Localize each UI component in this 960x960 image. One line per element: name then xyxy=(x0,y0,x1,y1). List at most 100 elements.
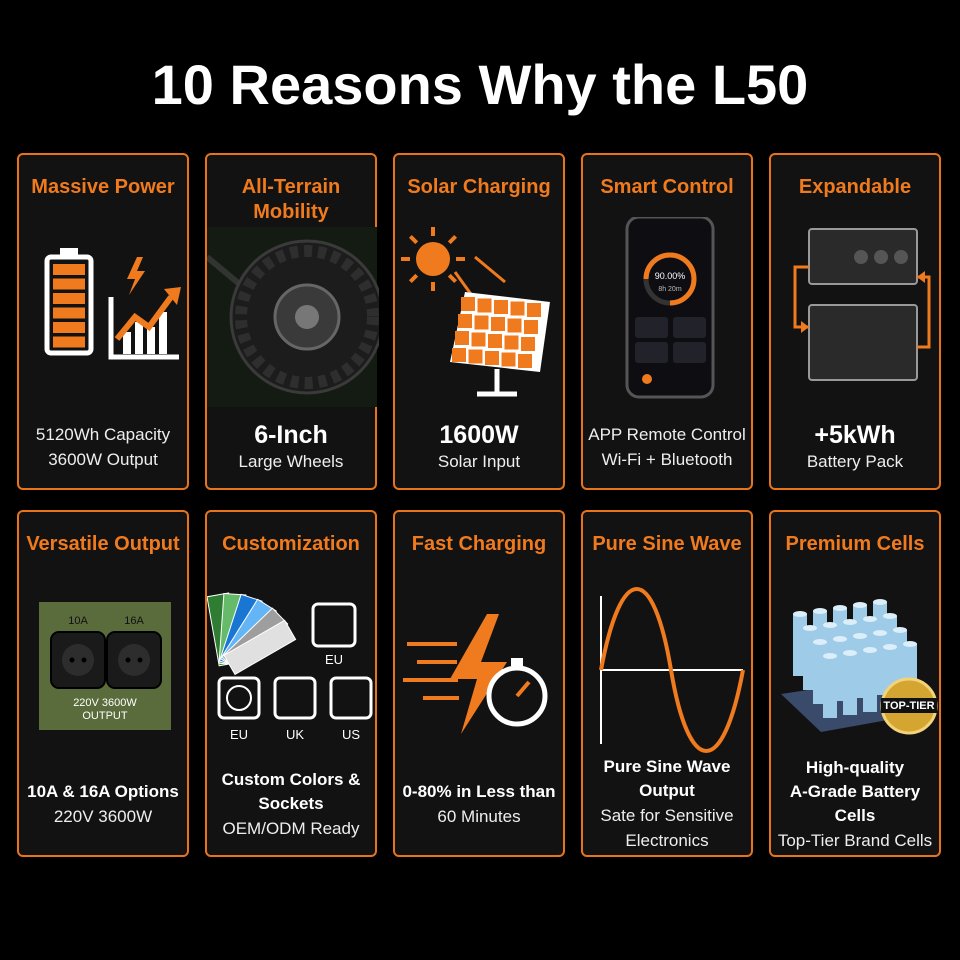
card-heading: All-Terrain Mobility xyxy=(241,176,341,223)
icon-shape xyxy=(813,639,827,645)
icon-shape xyxy=(53,264,85,275)
icon-shape xyxy=(853,602,867,608)
icon-label: TOP-TIER xyxy=(883,700,934,712)
icon-shape xyxy=(515,680,531,698)
icon-shape xyxy=(491,317,505,331)
card-heading: Solar Charging xyxy=(407,176,551,198)
icon-shape xyxy=(524,320,538,334)
title: 10 Reasons Why the L50 xyxy=(151,53,809,116)
icon-label: EU xyxy=(325,652,343,667)
icon-shape xyxy=(843,619,857,625)
icon-shape xyxy=(273,676,317,720)
icon-shape xyxy=(488,334,502,348)
icon-shape xyxy=(803,625,817,631)
icon-shape xyxy=(507,318,522,333)
icon-shape xyxy=(510,301,525,316)
icon-shape xyxy=(295,305,319,329)
icon-shape xyxy=(853,633,867,639)
card-line: 220V 3600W xyxy=(53,806,153,826)
icon-shape xyxy=(874,250,888,264)
card-icon: EU EU UK US xyxy=(207,592,373,742)
icon-shape xyxy=(873,630,887,636)
card-line: 1600W xyxy=(439,420,519,449)
card-line: Sockets xyxy=(258,793,324,813)
icon-shape xyxy=(511,658,523,666)
card-line: Large Wheels xyxy=(238,451,344,471)
icon-shape xyxy=(452,348,466,362)
icon-shape xyxy=(135,322,143,354)
card-body: 10A & 16A Options 220V 3600W xyxy=(21,752,185,856)
icon-shape xyxy=(53,322,85,333)
card-line: OEM/ODM Ready xyxy=(222,818,360,838)
icon-shape xyxy=(625,217,715,399)
icon-label: OUTPUT xyxy=(82,710,128,722)
icon-shape xyxy=(471,332,486,347)
icon-shape xyxy=(53,278,85,290)
icon-shape xyxy=(53,293,85,304)
icon-shape xyxy=(474,315,489,330)
icon-shape xyxy=(793,265,809,329)
icon-shape xyxy=(504,335,519,350)
icon-shape xyxy=(642,374,652,384)
reason-card: Versatile Output 10A 16A 220V 3600W OUTPUT 10… xyxy=(17,510,189,857)
icon-shape xyxy=(118,644,150,676)
card-body: 6-Inch Large Wheels xyxy=(209,395,373,499)
icon-shape xyxy=(813,608,827,614)
card-heading: Fast Charging xyxy=(411,533,547,555)
icon-shape xyxy=(447,234,458,245)
icon-shape xyxy=(408,273,419,284)
icon-shape xyxy=(447,273,458,284)
card-line: Electronics xyxy=(625,831,709,850)
icon-shape xyxy=(147,327,155,354)
reason-card: Customization EU EU UK US Custom Colors & Sock… xyxy=(205,510,377,857)
icon-shape xyxy=(217,676,261,720)
icon-shape xyxy=(408,234,419,245)
icon-shape xyxy=(801,321,809,333)
card-line: Pure Sine Wave xyxy=(603,757,731,776)
icon-shape xyxy=(474,255,506,284)
icon-shape xyxy=(123,332,131,354)
icon-label: 90.00% xyxy=(655,271,686,281)
card-line: 0-80% in Less than xyxy=(402,781,556,801)
card-line: APP Remote Control xyxy=(588,425,746,444)
card-line: Output xyxy=(639,781,695,800)
icon-shape xyxy=(494,300,508,314)
card-line: High-quality xyxy=(805,757,905,777)
card-line: Wi-Fi + Bluetooth xyxy=(601,450,733,469)
reason-card: Pure Sine Wave Pure Sine Wave Output Sate f… xyxy=(581,510,753,857)
icon-shape xyxy=(917,275,931,349)
card-line: 3600W Output xyxy=(48,450,158,469)
card-icon xyxy=(599,587,745,753)
icon-shape xyxy=(673,317,706,338)
card-line: A-Grade Battery Cells xyxy=(789,781,921,825)
icon-shape xyxy=(673,342,706,363)
icon-shape xyxy=(863,647,877,653)
icon-shape xyxy=(159,312,167,354)
card-heading: Smart Control xyxy=(600,176,734,198)
icon-shape xyxy=(843,653,857,715)
card-line: 10A & 16A Options xyxy=(27,781,179,801)
card-heading: Expandable xyxy=(798,176,912,198)
icon-shape xyxy=(108,297,179,360)
card-heading: Pure Sine Wave xyxy=(592,533,742,555)
card-heading: Versatile Output xyxy=(26,533,180,555)
card-icon xyxy=(44,248,181,360)
icon-shape xyxy=(808,304,918,381)
reason-card: Massive Power 5120Wh Capacity 3600W Output xyxy=(17,153,189,490)
icon-shape xyxy=(843,650,857,656)
icon-label: 10A xyxy=(68,615,88,627)
icon-shape xyxy=(127,257,145,295)
card-body: +5kWh Battery Pack xyxy=(773,395,937,499)
icon-shape xyxy=(903,641,917,647)
icon-label: US xyxy=(342,727,360,742)
card-line: +5kWh xyxy=(814,420,896,449)
card-line: Battery Pack xyxy=(806,451,904,471)
card-line: Sate for Sensitive xyxy=(600,806,734,825)
card-heading: Customization xyxy=(222,533,360,555)
icon-shape xyxy=(461,297,475,311)
icon-shape xyxy=(485,351,499,365)
icon-shape xyxy=(527,303,541,317)
card-icon xyxy=(793,228,931,381)
